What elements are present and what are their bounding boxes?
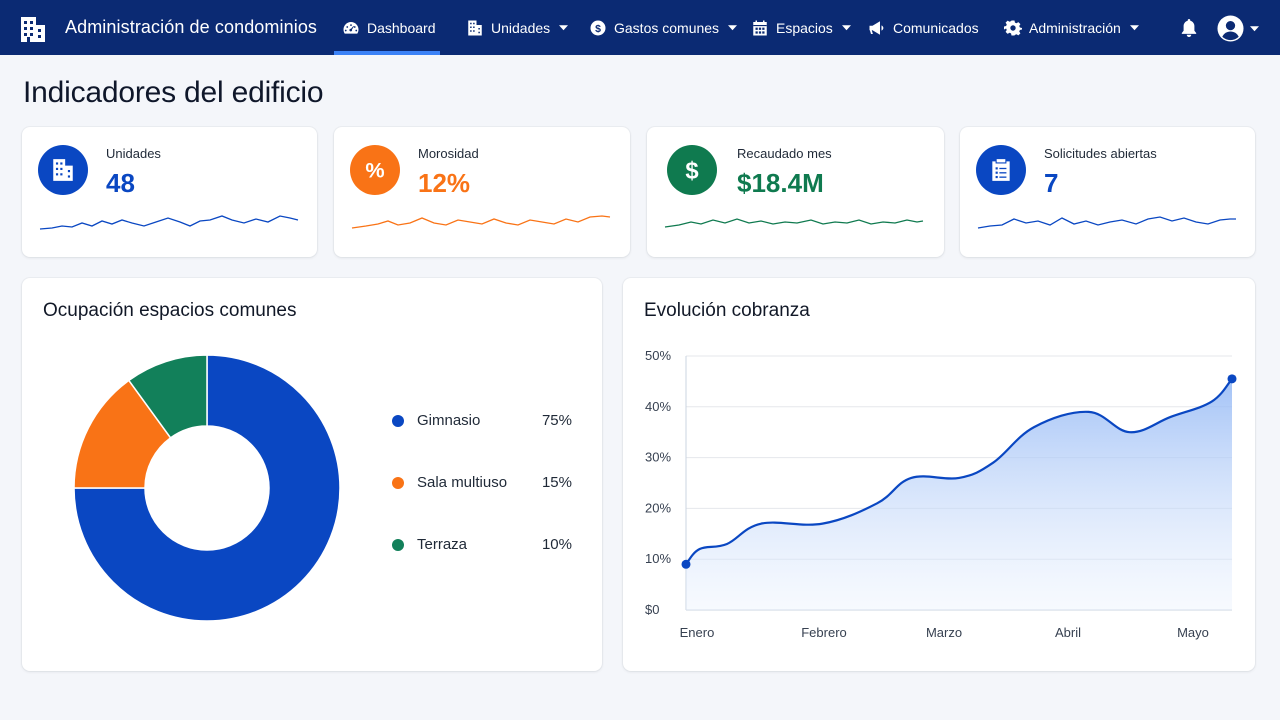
- nav-comunicados-label: Comunicados: [893, 19, 979, 36]
- legend-item-gimnasio: Gimnasio 75%: [392, 410, 572, 432]
- collection-area-chart: $0 10% 20% 30% 40% 50% Enero Febrero Marzo Abril M…: [645, 348, 1237, 640]
- dollar-icon: $: [685, 158, 698, 183]
- calendar-icon: [753, 20, 767, 35]
- y-tick-label: 50%: [645, 348, 671, 363]
- chevron-down-icon: [841, 25, 851, 31]
- collection-panel: Evolución cobranza $0 10% 20% 30% 40% 50% Ener…: [623, 278, 1255, 671]
- kpi-icon-badge: $: [667, 145, 717, 195]
- app-title: Administración de condominios: [65, 17, 318, 37]
- occupancy-panel: Ocupación espacios comunes Gimnasio 75% …: [22, 278, 602, 671]
- chevron-down-icon: [1250, 25, 1259, 31]
- nav-comunicados[interactable]: Comunicados: [868, 0, 979, 55]
- nav-administracion-label: Administración: [1029, 19, 1121, 36]
- building-icon: [53, 159, 73, 181]
- kpi-card-solicitudes-abiertas: Solicitudes abiertas 7: [960, 127, 1255, 257]
- kpi-icon-badge: %: [350, 145, 400, 195]
- x-tick-label: Abril: [1055, 625, 1081, 640]
- top-navbar: Administración de condominios Dashboard …: [0, 0, 1280, 55]
- percent-icon: %: [365, 158, 384, 183]
- user-menu[interactable]: [1217, 14, 1263, 42]
- donut-slice-terraza[interactable]: [127, 354, 208, 439]
- legend-item-terraza: Terraza 10%: [392, 534, 572, 556]
- kpi-label: Recaudado mes: [737, 146, 832, 161]
- kpi-icon-badge: [976, 145, 1026, 195]
- clipboard-list-icon: [992, 159, 1010, 181]
- nav-gastos-comunes[interactable]: $ Gastos comunes: [589, 0, 738, 55]
- nav-unidades-label: Unidades: [491, 19, 551, 36]
- kpi-value: 12%: [418, 168, 471, 198]
- kpi-value: 48: [106, 168, 135, 198]
- y-tick-label: 40%: [645, 399, 671, 414]
- y-tick-label: 30%: [645, 450, 671, 465]
- legend-value: 10%: [541, 536, 572, 553]
- kpi-value: 7: [1044, 168, 1059, 198]
- building-logo-icon: [21, 17, 45, 42]
- sparkline: [664, 218, 924, 228]
- gear-icon: [1004, 20, 1022, 35]
- svg-text:$: $: [685, 158, 698, 183]
- y-tick-label: 10%: [645, 551, 671, 566]
- donut-slice-gimnasio[interactable]: [73, 354, 341, 622]
- dollar-circle-icon: $: [590, 20, 606, 35]
- megaphone-icon: [869, 20, 884, 35]
- chevron-down-icon: [559, 25, 569, 31]
- gauge-icon: [343, 21, 359, 34]
- sparkline: [39, 215, 299, 230]
- data-point-start[interactable]: [681, 559, 691, 569]
- sparkline: [351, 215, 611, 229]
- nav-espacios[interactable]: Espacios: [751, 0, 851, 55]
- y-tick-label: 20%: [645, 500, 671, 515]
- x-tick-label: Marzo: [926, 625, 962, 640]
- legend-label: Terraza: [417, 536, 468, 553]
- nav-espacios-label: Espacios: [776, 19, 833, 36]
- page-title: Indicadores del edificio: [23, 76, 324, 109]
- legend-item-sala-multiuso: Sala multiuso 15%: [392, 472, 572, 494]
- legend-value: 75%: [541, 412, 572, 429]
- chevron-down-icon: [728, 25, 738, 31]
- data-point-end[interactable]: [1227, 374, 1237, 384]
- kpi-icon-badge: [38, 145, 88, 195]
- y-tick-label: $0: [645, 602, 659, 617]
- series-area-fill: [686, 378, 1232, 610]
- kpi-card-morosidad: % Morosidad 12%: [334, 127, 630, 257]
- nav-gastos-comunes-label: Gastos comunes: [614, 19, 720, 36]
- nav-unidades[interactable]: Unidades: [466, 0, 569, 55]
- svg-text:%: %: [365, 158, 384, 183]
- nav-administracion[interactable]: Administración: [1004, 0, 1139, 55]
- nav-dashboard-label: Dashboard: [367, 19, 436, 36]
- legend-swatch: [392, 477, 404, 489]
- building-icon: [468, 20, 482, 35]
- legend-value: 15%: [541, 474, 572, 491]
- occupancy-title: Ocupación espacios comunes: [43, 300, 297, 321]
- legend-swatch: [392, 415, 404, 427]
- kpi-value: $18.4M: [737, 168, 824, 198]
- legend-label: Sala multiuso: [417, 474, 508, 491]
- chevron-down-icon: [1129, 25, 1139, 31]
- kpi-label: Morosidad: [418, 146, 479, 161]
- kpi-card-recaudado-mes: $ Recaudado mes $18.4M: [647, 127, 944, 257]
- bell-icon[interactable]: [1180, 18, 1198, 38]
- sparkline: [977, 216, 1236, 229]
- x-tick-label: Febrero: [801, 625, 847, 640]
- series-line[interactable]: [685, 378, 1233, 566]
- donut-slice-sala-multiuso[interactable]: [73, 379, 172, 489]
- svg-text:$: $: [595, 22, 601, 34]
- legend-label: Gimnasio: [417, 412, 481, 429]
- occupancy-donut-chart: [73, 354, 341, 622]
- nav-dashboard[interactable]: Dashboard: [334, 0, 439, 55]
- user-avatar-icon: [1217, 14, 1244, 42]
- kpi-label: Unidades: [106, 146, 161, 161]
- x-tick-label: Mayo: [1177, 625, 1209, 640]
- kpi-label: Solicitudes abiertas: [1044, 146, 1157, 161]
- kpi-card-unidades: Unidades 48: [22, 127, 317, 257]
- x-tick-label: Enero: [680, 625, 715, 640]
- collection-title: Evolución cobranza: [644, 300, 810, 321]
- legend-swatch: [392, 539, 404, 551]
